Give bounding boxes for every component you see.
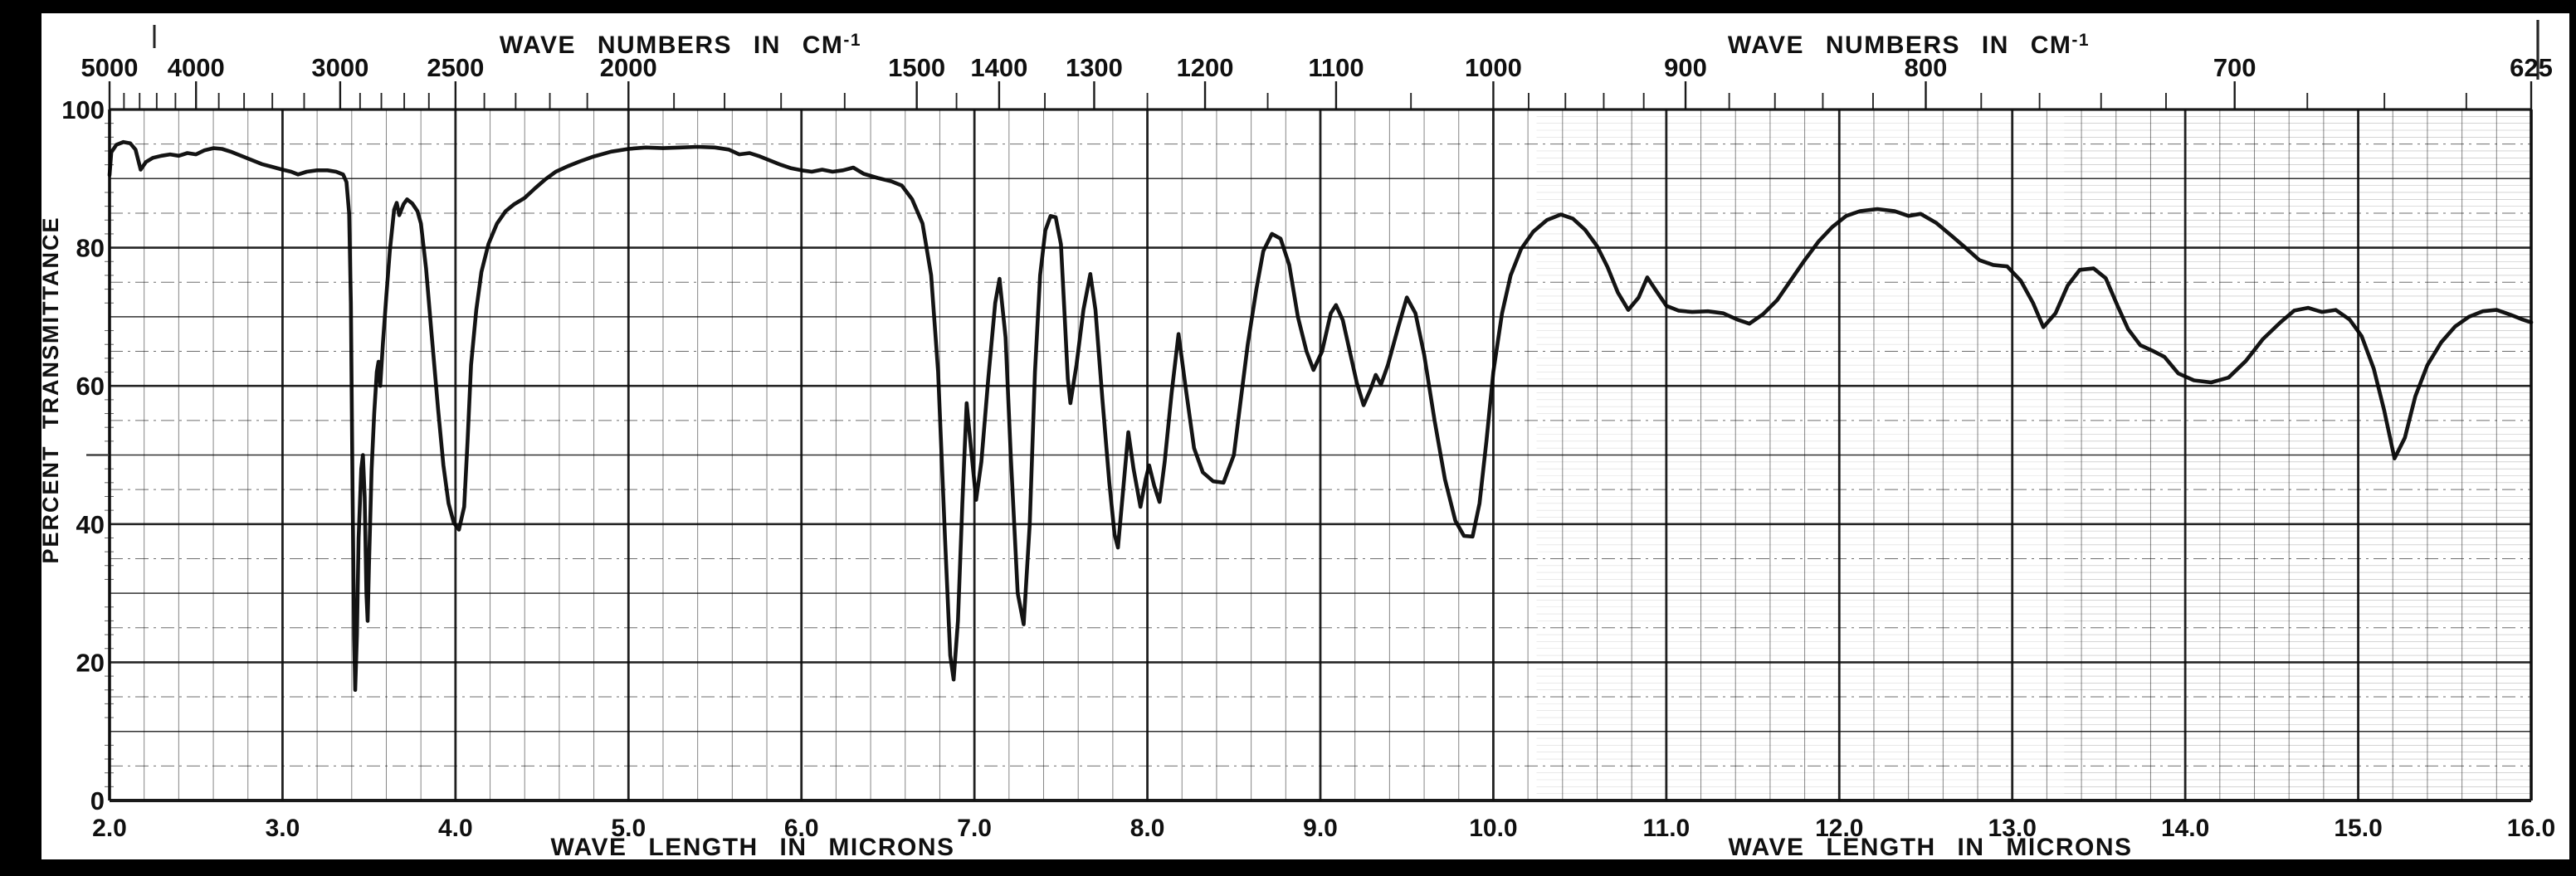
micron-label: 10.0 [1469,815,1517,842]
wavenumber-tick-label: 2500 [427,53,484,82]
bottom-axis-title-left: WAVE LENGTH IN MICRONS [550,834,954,861]
micron-label: 3.0 [266,815,300,842]
transmittance-label: 60 [76,372,105,401]
wavenumber-tick-label: 4000 [168,53,225,82]
micron-labels: 2.0 3.0 4.0 5.0 6.0 7.0 8.0 9.0 10.0 11.0 12.0 13.0… [92,815,2555,842]
transmittance-label: 40 [76,510,105,539]
transmittance-label: 20 [76,648,105,677]
wavenumber-tick-label: 1200 [1177,53,1234,82]
wavenumber-tick-label: 1400 [970,53,1027,82]
transmittance-label: 100 [61,95,105,124]
micron-label: 16.0 [2507,815,2555,842]
wavenumber-tick-label: 700 [2213,53,2256,82]
left-axis-title: PERCENT TRANSMITTANCE [38,217,63,564]
micron-label: 6.0 [784,815,819,842]
micron-label: 11.0 [1642,815,1690,842]
top-axis-title-left: WAVE NUMBERS IN CM-1 [500,31,861,59]
wavenumber-ticks [108,81,2533,110]
transmittance-labels: 100 80 60 40 20 0 [61,95,105,815]
micron-label: 9.0 [1303,815,1338,842]
registration-marks [153,20,2539,80]
micron-label: 2.0 [92,815,127,842]
micron-label: 4.0 [438,815,473,842]
transmittance-label: 0 [90,786,105,815]
transmittance-label: 80 [76,234,105,263]
wavenumber-tick-label: 3000 [311,53,368,82]
spectrum-trace [107,139,2534,692]
micron-label: 8.0 [1130,815,1165,842]
wavenumber-tick-label: 2000 [600,53,657,82]
micron-label: 7.0 [957,815,992,842]
wavenumber-tick-label: 625 [2510,53,2553,82]
chart-paper [41,13,2569,859]
wavenumber-tick-label: 800 [1905,53,1948,82]
micron-label: 13.0 [1988,815,2037,842]
wavenumber-tick-labels: 5000 4000 3000 2500 2000 1500 1400 1300 1200 1100… [81,53,2553,82]
micron-label: 15.0 [2334,815,2382,842]
top-axis-title-right: WAVE NUMBERS IN CM-1 [1728,31,2090,59]
wavenumber-tick-label: 1500 [888,53,945,82]
axes [86,108,2533,802]
wavenumber-tick-label: 1000 [1465,53,1522,82]
micron-label: 5.0 [611,815,646,842]
wavenumber-tick-label: 1300 [1066,53,1123,82]
spectrum-trace-group [107,139,2534,692]
micron-label: 14.0 [2161,815,2209,842]
wavenumber-tick-label: 900 [1664,53,1707,82]
grid [108,110,2533,801]
micron-label: 12.0 [1815,815,1863,842]
wavenumber-tick-label: 5000 [81,53,139,82]
bottom-axis-title-right: WAVE LENGTH IN MICRONS [1728,834,2132,861]
wavenumber-tick-label: 1100 [1308,53,1364,82]
